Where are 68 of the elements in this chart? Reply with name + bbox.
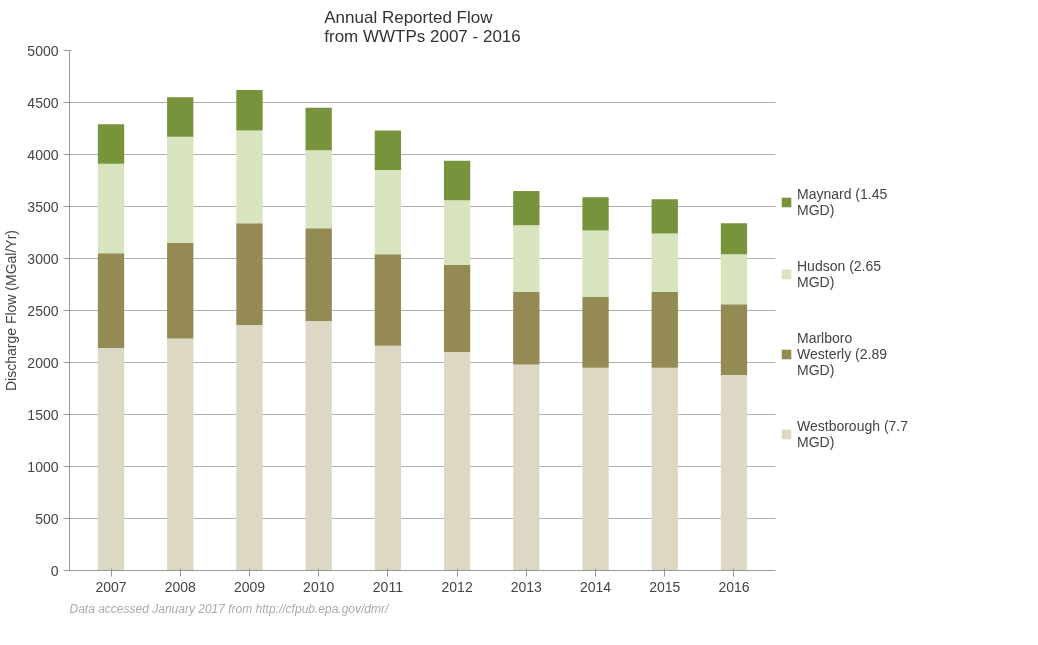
legend-label: Hudson (2.65 MGD) [797,258,882,290]
x-tick-label: 2007 [95,578,127,595]
bar [305,107,332,151]
y-axis-title: Discharge Flow (MGal/Yr) [3,229,20,392]
bar [167,242,194,339]
bar [97,347,125,571]
bar [305,228,332,321]
bar [582,197,609,231]
y-tick-label: 4500 [27,94,59,111]
bar [305,150,332,229]
y-tick-label: 500 [35,510,59,527]
y-tick-label: 3500 [27,198,59,215]
bar [374,345,402,571]
x-tick-label: 2011 [372,578,404,595]
bar [651,233,678,292]
bar [374,130,402,171]
bar [513,190,540,226]
bar [720,304,748,375]
chart-title: Annual Reported Flow from WWTPs 2007 - 2016 [324,7,521,46]
bar [720,223,748,255]
bar [582,367,609,571]
x-tick-label: 2010 [303,578,335,595]
y-tick-label: 4000 [27,146,59,163]
x-tick-label: 2008 [164,578,197,595]
bar [305,320,332,571]
bar [236,130,263,224]
x-tick-label: 2014 [579,578,612,595]
y-tick-label: 3000 [27,250,59,267]
x-tick-label: 2009 [233,578,266,595]
x-tick-label: 2013 [510,578,543,595]
bar [651,367,678,571]
text: Data accessed January 2017 from http://cfpub.epa.gov/dmr/ [69,601,391,616]
y-tick-label: 1500 [27,406,59,423]
bar [651,291,678,368]
x-tick-label: 2015 [649,578,681,595]
bar [443,200,471,265]
bar [374,254,402,346]
y-tick-label: 0 [50,562,59,579]
bar [236,223,263,326]
bar [720,374,748,571]
bar [97,253,125,348]
bar [513,364,540,571]
y-tick-label: 1000 [27,458,59,475]
bar [97,163,125,254]
bar [513,225,540,292]
bar [720,254,748,305]
bar [167,97,194,137]
bar [443,352,471,571]
y-tick-label: 2500 [27,302,59,319]
legend-label: Marlboro Westerly (2.89 MGD) [797,330,887,378]
x-tick-label: 2016 [718,578,750,595]
bar [236,90,263,131]
bar [582,230,609,297]
bar [97,124,125,164]
bar [167,136,194,243]
bar [236,325,263,571]
bar [513,291,540,365]
bar [443,264,471,353]
x-tick-label: 2012 [441,578,473,595]
y-tick-label: 5000 [27,42,59,59]
bar [582,296,609,368]
bar [374,170,402,255]
y-tick-label: 2000 [27,354,59,371]
bar [443,160,471,201]
bar [651,199,678,234]
bar [167,338,194,571]
legend-label: Maynard (1.45 MGD) [797,186,888,218]
legend-label: Westborough (7.7 MGD) [797,418,909,450]
